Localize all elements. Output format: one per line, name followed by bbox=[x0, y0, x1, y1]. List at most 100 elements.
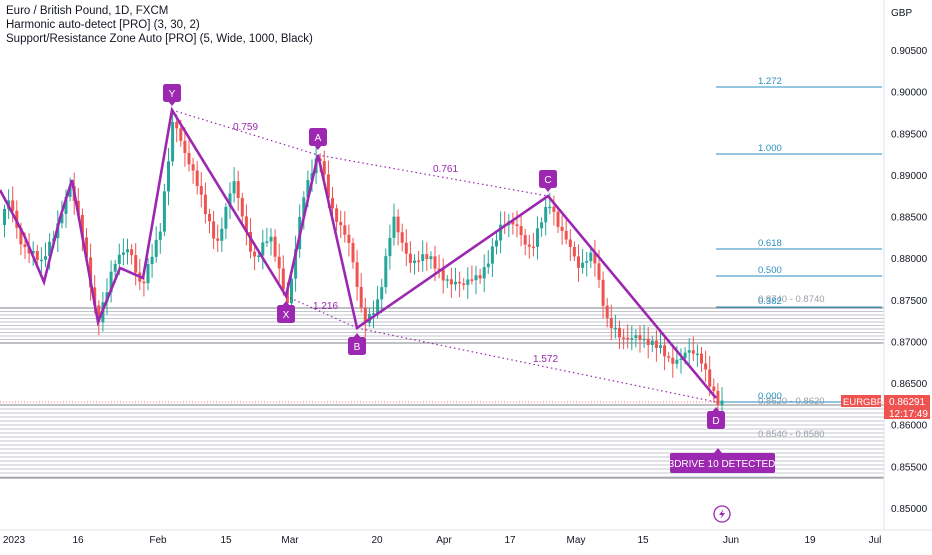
candlestick[interactable] bbox=[228, 182, 232, 220]
candlestick[interactable] bbox=[519, 213, 523, 247]
candlestick[interactable] bbox=[216, 224, 220, 252]
candlestick[interactable] bbox=[408, 241, 412, 273]
candlestick[interactable] bbox=[392, 203, 396, 246]
candlestick[interactable] bbox=[560, 215, 564, 245]
candlestick[interactable] bbox=[712, 378, 716, 403]
candlestick[interactable] bbox=[613, 314, 617, 339]
candlestick[interactable] bbox=[445, 275, 449, 289]
candlestick[interactable] bbox=[232, 167, 236, 203]
candlestick[interactable] bbox=[208, 208, 211, 234]
candlestick[interactable] bbox=[622, 328, 626, 350]
candlestick[interactable] bbox=[277, 243, 281, 283]
candlestick[interactable] bbox=[490, 238, 494, 278]
candlestick[interactable] bbox=[568, 229, 572, 261]
candlestick[interactable] bbox=[171, 108, 175, 166]
candlestick[interactable] bbox=[700, 346, 703, 372]
candlestick[interactable] bbox=[531, 232, 535, 257]
candlestick[interactable] bbox=[454, 267, 457, 291]
candlestick[interactable] bbox=[495, 232, 498, 255]
candlestick[interactable] bbox=[593, 239, 597, 277]
candlestick[interactable] bbox=[646, 326, 650, 359]
candlestick[interactable] bbox=[138, 258, 142, 291]
candlestick[interactable] bbox=[482, 254, 486, 293]
candlestick[interactable] bbox=[89, 243, 93, 301]
candlestick[interactable] bbox=[244, 204, 248, 246]
candlestick[interactable] bbox=[203, 182, 207, 224]
candlestick[interactable] bbox=[413, 254, 416, 275]
harmonic-pattern-line[interactable] bbox=[0, 106, 717, 399]
candlestick[interactable] bbox=[536, 216, 539, 260]
candlestick[interactable] bbox=[544, 196, 548, 236]
candlestick[interactable] bbox=[224, 202, 228, 239]
candlestick[interactable] bbox=[437, 254, 441, 279]
candlestick[interactable] bbox=[425, 242, 429, 271]
candlestick[interactable] bbox=[499, 211, 503, 254]
pattern-point-b[interactable]: B bbox=[348, 333, 366, 355]
candlestick[interactable] bbox=[261, 229, 265, 270]
candlestick[interactable] bbox=[404, 229, 408, 267]
pattern-detected-badge[interactable]: 3DRIVE 10 DETECTED bbox=[669, 448, 776, 473]
candlestick[interactable] bbox=[212, 210, 216, 250]
candlestick[interactable] bbox=[523, 229, 527, 256]
candlestick[interactable] bbox=[511, 212, 515, 235]
candlestick[interactable] bbox=[343, 211, 347, 243]
candlestick[interactable] bbox=[351, 237, 355, 269]
candlestick[interactable] bbox=[679, 348, 683, 374]
lightning-icon[interactable] bbox=[713, 505, 731, 523]
candlestick[interactable] bbox=[654, 329, 658, 362]
candlestick[interactable] bbox=[585, 251, 589, 277]
candlestick[interactable] bbox=[146, 257, 150, 291]
candlestick[interactable] bbox=[503, 211, 507, 235]
candlestick[interactable] bbox=[220, 217, 224, 253]
candlestick[interactable] bbox=[634, 329, 638, 348]
candlestick[interactable] bbox=[191, 157, 195, 184]
candlestick[interactable] bbox=[281, 255, 285, 296]
candlestick[interactable] bbox=[294, 235, 298, 292]
candlestick[interactable] bbox=[150, 244, 154, 278]
candlestick[interactable] bbox=[121, 238, 125, 266]
candlestick[interactable] bbox=[478, 268, 482, 284]
candlestick[interactable] bbox=[3, 204, 6, 238]
candlestick[interactable] bbox=[577, 244, 580, 282]
candlestick[interactable] bbox=[355, 250, 359, 301]
pattern-point-x[interactable]: X bbox=[277, 301, 295, 323]
candlestick[interactable] bbox=[695, 344, 699, 367]
candlestick[interactable] bbox=[400, 223, 404, 252]
candlestick[interactable] bbox=[162, 183, 166, 237]
candlestick[interactable] bbox=[626, 324, 630, 349]
candlestick[interactable] bbox=[273, 229, 277, 262]
candlestick[interactable] bbox=[347, 224, 351, 257]
candlestick[interactable] bbox=[449, 267, 453, 298]
candlestick[interactable] bbox=[507, 213, 511, 238]
candlestick[interactable] bbox=[462, 278, 466, 290]
candlestick[interactable] bbox=[618, 320, 621, 349]
candlestick[interactable] bbox=[199, 172, 203, 208]
candlestick[interactable] bbox=[609, 304, 613, 341]
candlestick[interactable] bbox=[384, 248, 388, 294]
candlestick[interactable] bbox=[380, 278, 384, 314]
candlestick[interactable] bbox=[240, 192, 244, 225]
candlestick[interactable] bbox=[466, 267, 470, 299]
candlestick[interactable] bbox=[687, 338, 691, 367]
candlestick[interactable] bbox=[158, 223, 162, 254]
pattern-point-d[interactable]: D bbox=[707, 407, 725, 429]
candlestick[interactable] bbox=[540, 217, 544, 237]
candlestick[interactable] bbox=[130, 244, 134, 265]
candlestick[interactable] bbox=[704, 350, 708, 383]
candlestick[interactable] bbox=[359, 273, 363, 313]
pattern-point-c[interactable]: C bbox=[539, 170, 557, 192]
candlestick[interactable] bbox=[339, 210, 343, 239]
candlestick[interactable] bbox=[441, 258, 445, 294]
candlestick[interactable] bbox=[650, 335, 654, 352]
candlestick[interactable] bbox=[564, 216, 568, 245]
candlestick[interactable] bbox=[470, 265, 474, 285]
candlestick[interactable] bbox=[671, 346, 675, 378]
candlestick[interactable] bbox=[486, 250, 490, 274]
candlestick[interactable] bbox=[417, 250, 421, 272]
candlestick[interactable] bbox=[388, 224, 392, 270]
candlestick[interactable] bbox=[187, 140, 191, 172]
candlestick[interactable] bbox=[195, 161, 199, 195]
candlestick[interactable] bbox=[642, 324, 646, 349]
